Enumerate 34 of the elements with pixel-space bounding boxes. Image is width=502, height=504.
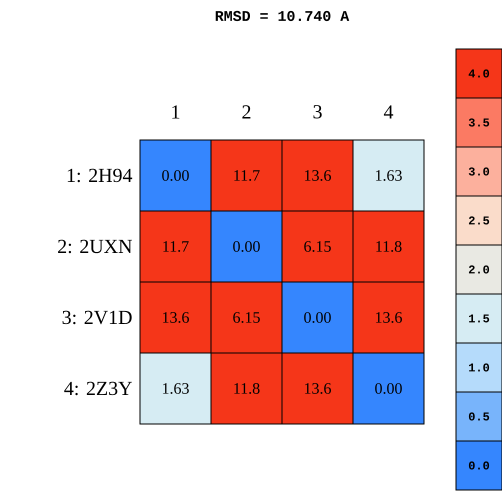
data-label: 0.00 [233,241,260,252]
color-bar-label: 1.0 [469,363,490,372]
x-tick-label: 3 [313,105,322,118]
x-tick-label: 1 [172,105,180,118]
color-bar-label: 1.5 [469,314,490,322]
x-tick-label: 2 [242,105,250,118]
y-tick-label: 4: 2Z3Y [64,382,132,396]
color-bar-label: 0.0 [468,461,490,470]
color-bar-label: 3.5 [468,118,490,127]
color-bar-label: 3.0 [468,167,490,176]
data-label: 13.6 [304,383,331,394]
data-label: 13.6 [304,170,331,181]
data-label: 11.7 [234,170,260,181]
data-label: 13.6 [376,312,402,323]
data-label: 0.00 [375,383,402,394]
data-label: 0.00 [162,170,189,181]
data-label: 11.8 [234,383,260,394]
data-label: 13.6 [162,312,189,323]
color-bar-label: 0.5 [468,412,490,421]
data-label: 6.15 [304,241,331,252]
color-bar-label: 4.0 [468,69,490,78]
color-bar-label: 2.5 [468,216,490,225]
data-label: 1.63 [162,383,189,394]
chart-title: RMSD = 10.740 A [216,10,350,22]
y-tick-label: 2: 2UXN [58,240,132,254]
data-label: 0.00 [304,312,331,323]
y-tick-label: 1: 2H94 [68,168,132,182]
x-tick-label: 4 [384,105,394,118]
data-label: 1.63 [376,170,402,181]
y-tick-label: 3: 2V1D [62,310,132,324]
data-label: 11.8 [376,241,402,252]
data-label: 11.7 [163,241,189,252]
data-label: 6.15 [233,312,260,323]
color-bar-label: 2.0 [468,265,490,274]
